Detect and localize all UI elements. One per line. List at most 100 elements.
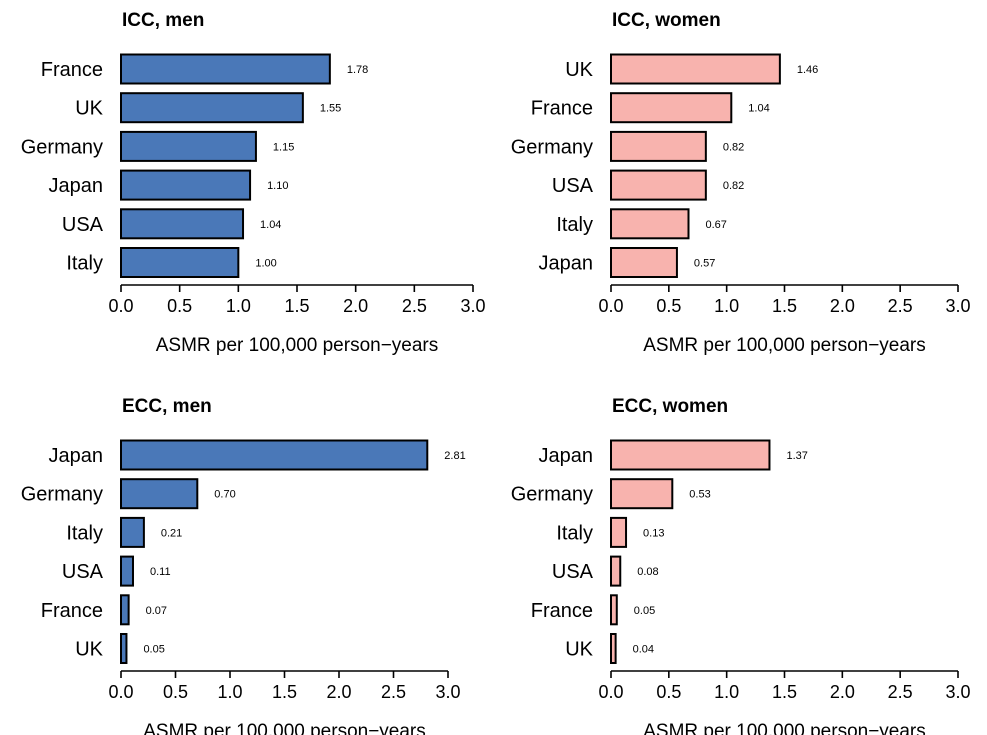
category-label: Japan [539,253,594,275]
x-axis-label: ASMR per 100,000 person−years [156,335,439,356]
category-label: Germany [511,136,593,158]
chart-panel: ECC, women Japan 1.37 Germany 0.53 Italy 0.13 U… [511,396,971,735]
x-tick-label: 0.0 [598,682,623,702]
data-label: 0.70 [214,489,235,501]
bar [610,516,628,548]
category-label: France [531,600,593,622]
category-label: Germany [21,484,103,506]
x-tick-label: 2.0 [830,296,855,316]
data-label: 0.82 [723,180,744,192]
category-label: Italy [66,522,103,544]
bar [610,169,707,201]
data-label: 0.57 [694,258,715,270]
data-label: 0.13 [643,527,664,539]
x-tick-label: 0.5 [167,296,192,316]
data-label: 0.08 [637,566,658,578]
bar [610,53,781,85]
bar [120,555,134,587]
bar [610,594,618,626]
x-tick-label: 0.5 [656,296,681,316]
chart-title: ICC, women [612,10,721,31]
category-label: USA [62,214,104,236]
x-tick-label: 1.5 [272,682,297,702]
data-label: 0.07 [146,605,167,617]
x-tick-label: 3.0 [945,682,970,702]
x-tick-label: 2.0 [326,682,351,702]
data-label: 1.15 [273,141,294,153]
bar [120,516,145,548]
data-label: 1.10 [267,180,288,192]
x-tick-label: 1.0 [217,682,242,702]
chart-panel: ECC, men Japan 2.81 Germany 0.70 Italy 0.21 USA… [21,396,466,735]
data-label: 0.11 [150,566,171,578]
data-label: 1.78 [347,64,368,76]
bar [120,169,252,201]
x-tick-label: 1.5 [284,296,309,316]
x-tick-label: 3.0 [945,296,970,316]
category-label: Germany [511,484,593,506]
category-label: USA [552,175,594,197]
x-tick-label: 2.0 [343,296,368,316]
x-tick-label: 2.5 [402,296,427,316]
x-tick-label: 1.0 [714,682,739,702]
bar [120,53,331,85]
data-label: 1.00 [255,258,276,270]
category-label: UK [565,639,593,661]
x-tick-label: 2.5 [888,682,913,702]
x-tick-label: 3.0 [460,296,485,316]
chart-title: ECC, women [612,396,728,417]
bar [610,247,678,278]
category-label: Italy [66,253,103,275]
data-label: 0.05 [143,644,164,656]
bar [120,247,240,278]
x-tick-label: 0.0 [108,682,133,702]
bar [610,633,617,664]
category-label: Germany [21,136,103,158]
data-label: 1.04 [748,103,769,115]
x-tick-label: 2.0 [830,682,855,702]
category-label: Japan [539,445,594,467]
chart-title: ECC, men [122,396,212,417]
data-label: 1.55 [320,103,341,115]
bar [610,555,622,587]
x-tick-label: 1.5 [772,296,797,316]
data-label: 1.37 [786,450,807,462]
category-label: Japan [49,175,104,197]
chart-panel: ICC, women UK 1.46 France 1.04 Germany 0.82 USA… [511,10,971,356]
bar [120,633,128,664]
data-label: 2.81 [444,450,465,462]
bar [120,594,130,626]
x-axis-label: ASMR per 100,000 person−years [643,335,926,356]
x-tick-label: 3.0 [435,682,460,702]
bar [610,92,733,124]
category-label: France [531,98,593,120]
bar [120,478,199,510]
x-tick-label: 1.0 [714,296,739,316]
category-label: Italy [556,214,593,236]
category-label: UK [75,639,103,661]
bar [120,92,304,124]
data-label: 0.05 [634,605,655,617]
x-tick-label: 0.5 [656,682,681,702]
category-label: USA [552,561,594,583]
chart-panel: ICC, men France 1.78 UK 1.55 Germany 1.15 Japan… [21,10,486,356]
category-label: Japan [49,445,104,467]
x-tick-label: 0.5 [163,682,188,702]
data-label: 0.04 [633,644,654,656]
category-label: Italy [556,522,593,544]
x-tick-label: 0.0 [108,296,133,316]
x-tick-label: 2.5 [888,296,913,316]
bar [610,478,674,510]
data-label: 0.21 [161,527,182,539]
data-label: 0.82 [723,141,744,153]
bar [120,439,429,471]
category-label: France [41,59,103,81]
bar [610,208,690,240]
category-label: UK [75,98,103,120]
x-tick-label: 1.0 [226,296,251,316]
x-axis-label: ASMR per 100,000 person−years [143,721,426,735]
bar [610,130,707,162]
data-label: 1.46 [797,64,818,76]
bar [120,130,257,162]
